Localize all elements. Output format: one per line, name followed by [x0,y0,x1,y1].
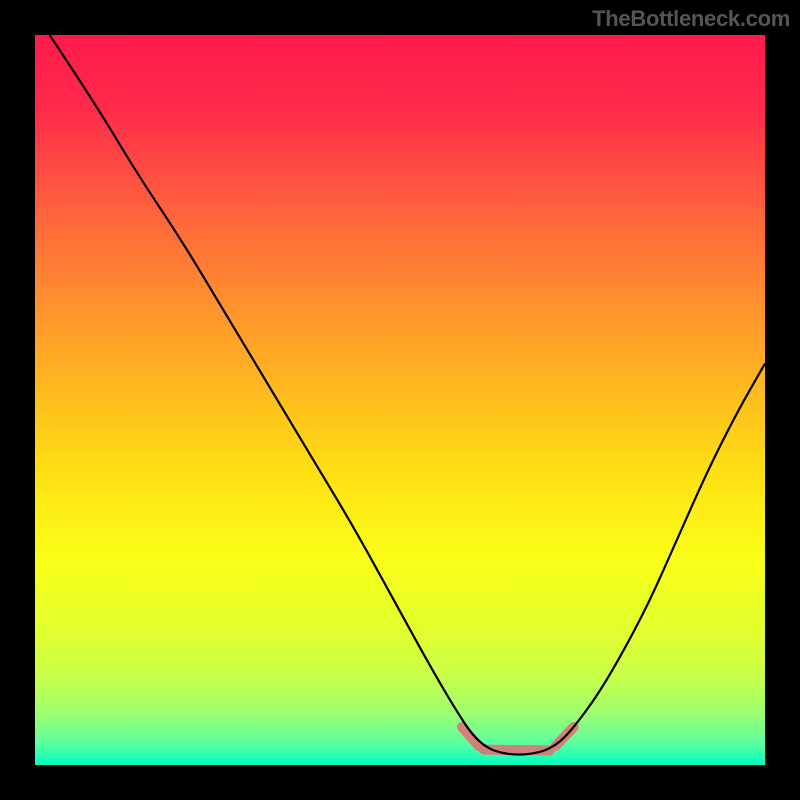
bottleneck-chart [0,0,800,800]
watermark-text: TheBottleneck.com [592,6,790,32]
chart-container: TheBottleneck.com [0,0,800,800]
plot-background [35,35,765,765]
